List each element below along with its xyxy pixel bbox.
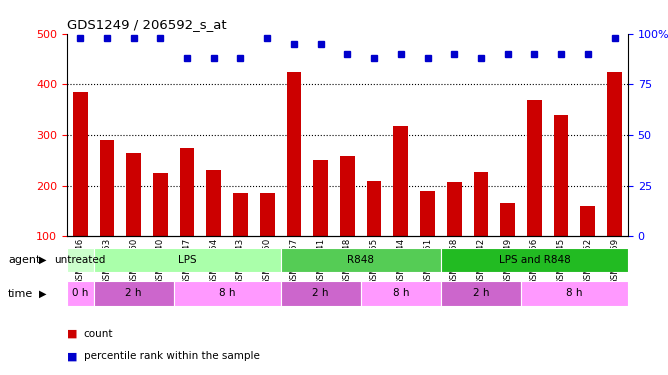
Bar <box>521 281 628 306</box>
Text: time: time <box>8 289 33 298</box>
Bar <box>94 248 281 272</box>
Bar <box>554 115 568 287</box>
Text: LPS: LPS <box>178 255 196 265</box>
Bar <box>607 72 622 287</box>
Bar <box>126 153 141 287</box>
Text: ■: ■ <box>67 329 77 339</box>
Text: 8 h: 8 h <box>566 288 582 298</box>
Bar <box>441 248 628 272</box>
Text: untreated: untreated <box>55 255 106 265</box>
Bar <box>180 148 194 287</box>
Text: R848: R848 <box>347 255 374 265</box>
Bar <box>67 248 94 272</box>
Text: ▶: ▶ <box>39 255 46 265</box>
Bar <box>361 281 441 306</box>
Text: percentile rank within the sample: percentile rank within the sample <box>84 351 259 361</box>
Bar <box>393 126 408 287</box>
Text: 8 h: 8 h <box>219 288 235 298</box>
Bar <box>420 190 435 287</box>
Bar <box>313 160 328 287</box>
Bar <box>441 281 521 306</box>
Text: count: count <box>84 329 113 339</box>
Bar <box>174 281 281 306</box>
Bar <box>260 193 275 287</box>
Bar <box>527 100 542 287</box>
Bar <box>447 182 462 287</box>
Bar <box>474 172 488 287</box>
Bar <box>233 193 248 287</box>
Text: 2 h: 2 h <box>313 288 329 298</box>
Bar <box>287 72 301 287</box>
Text: GDS1249 / 206592_s_at: GDS1249 / 206592_s_at <box>67 18 226 31</box>
Text: 2 h: 2 h <box>126 288 142 298</box>
Bar <box>340 156 355 287</box>
Bar <box>73 92 88 287</box>
Bar <box>94 281 174 306</box>
Bar <box>206 170 221 287</box>
Bar <box>153 173 168 287</box>
Bar <box>367 181 381 287</box>
Text: 0 h: 0 h <box>72 288 88 298</box>
Bar <box>100 140 114 287</box>
Bar <box>580 206 595 287</box>
Bar <box>281 281 361 306</box>
Text: ■: ■ <box>67 351 77 361</box>
Bar <box>67 281 94 306</box>
Bar <box>281 248 441 272</box>
Text: 2 h: 2 h <box>473 288 489 298</box>
Text: LPS and R848: LPS and R848 <box>498 255 570 265</box>
Text: ▶: ▶ <box>39 289 46 298</box>
Text: 8 h: 8 h <box>393 288 409 298</box>
Bar <box>500 203 515 287</box>
Text: agent: agent <box>8 255 40 265</box>
